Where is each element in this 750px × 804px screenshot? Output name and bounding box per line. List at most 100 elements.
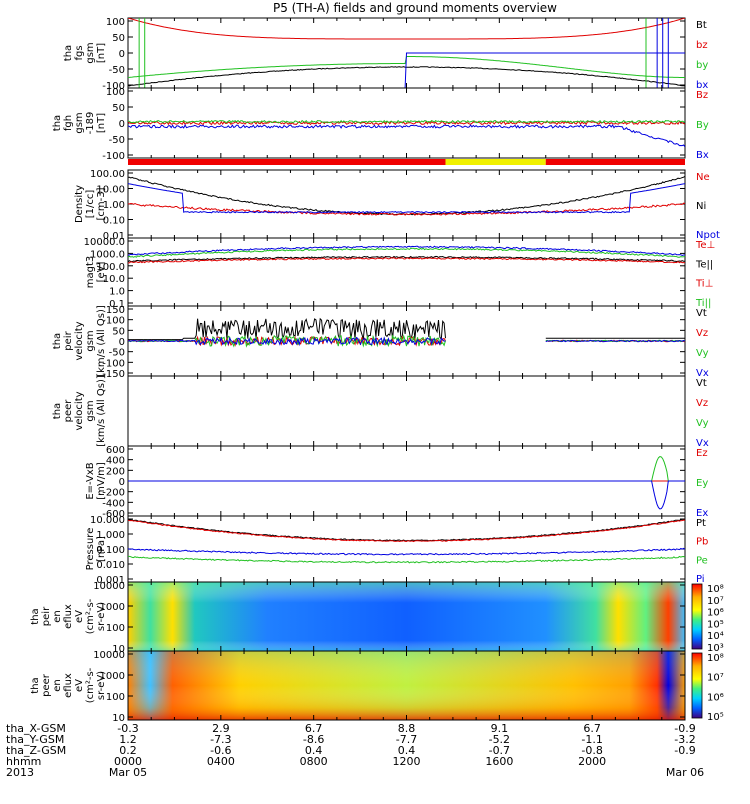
x-axis-value: 0400 bbox=[207, 755, 235, 768]
legend-entry: Pt bbox=[696, 518, 706, 529]
y-axis-label: Density bbox=[74, 185, 85, 223]
y-axis-label: [eV] bbox=[96, 262, 107, 283]
x-axis-value: -0.6 bbox=[210, 744, 231, 757]
series-Npot bbox=[128, 183, 685, 214]
x-axis-value: -0.9 bbox=[674, 722, 695, 735]
series-Pt bbox=[128, 518, 685, 542]
y-tick-label: 10 bbox=[112, 713, 125, 724]
y-tick-label: -100 bbox=[102, 81, 125, 92]
legend-entry: Bt bbox=[696, 20, 707, 31]
colorbar bbox=[691, 652, 703, 719]
y-axis-label: tha bbox=[30, 608, 41, 624]
series-Pb bbox=[128, 519, 685, 543]
y-tick-label: 10.0 bbox=[103, 274, 125, 285]
series-Te bbox=[128, 257, 685, 264]
y-axis-label: [nT] bbox=[96, 43, 107, 63]
plot-title: P5 (TH-A) fields and ground moments over… bbox=[273, 1, 557, 15]
legend-entry: Ex bbox=[696, 508, 708, 519]
series-bz bbox=[128, 18, 685, 40]
y-axis-label: -189 bbox=[85, 112, 96, 135]
x-axis-date: Mar 05 bbox=[109, 766, 147, 779]
panel-frame bbox=[127, 237, 686, 307]
y-tick-label: -100 bbox=[102, 358, 125, 369]
colorbar-tick-label: 10³ bbox=[707, 643, 724, 654]
y-tick-label: 1.00 bbox=[103, 200, 125, 211]
x-axis-row-label: tha_Z-GSM bbox=[6, 744, 66, 757]
y-axis-label: fgs bbox=[74, 45, 85, 60]
y-axis-label: [nPa] bbox=[96, 536, 107, 562]
legend-entry: Te|| bbox=[695, 259, 713, 270]
y-tick-label: 50 bbox=[112, 326, 125, 337]
y-tick-label: 10.00 bbox=[96, 185, 125, 196]
y-axis-label: peir bbox=[41, 606, 52, 626]
y-axis-label: eflux bbox=[63, 673, 74, 698]
y-tick-label: 1.0 bbox=[109, 287, 125, 298]
x-axis-value: -5.2 bbox=[489, 733, 510, 746]
legend-entry: Vx bbox=[696, 368, 709, 379]
y-tick-label: 1000 bbox=[100, 602, 125, 613]
y-tick-label: 0.001 bbox=[96, 575, 125, 586]
y-axis-label: tha bbox=[52, 333, 63, 349]
colorbar-tick-label: 10⁷ bbox=[707, 673, 724, 684]
y-axis-label: tha bbox=[52, 115, 63, 131]
y-axis-label: gsm bbox=[85, 400, 96, 421]
y-tick-label: 0.01 bbox=[103, 231, 125, 242]
y-axis-label: en bbox=[52, 679, 63, 692]
colorbar-tick-label: 10⁴ bbox=[707, 631, 724, 642]
x-axis-value: -8.6 bbox=[303, 733, 324, 746]
y-tick-label: 1.000 bbox=[96, 530, 125, 541]
legend-entry: Ey bbox=[696, 478, 708, 489]
legend-entry: Bz bbox=[696, 90, 708, 101]
panel-frame bbox=[127, 515, 686, 583]
x-axis-value: -7.7 bbox=[396, 733, 417, 746]
x-axis-row-label: 2013 bbox=[6, 766, 34, 779]
y-axis-label: (cm²-s- bbox=[85, 598, 96, 634]
y-tick-label: -50 bbox=[109, 135, 125, 146]
y-axis-label: tha bbox=[52, 403, 63, 419]
y-tick-label: 100 bbox=[106, 692, 125, 703]
y-axis-label: velocity bbox=[74, 391, 85, 430]
y-tick-label: 10000 bbox=[93, 650, 125, 661]
legend-entry: Ti⊥ bbox=[695, 279, 713, 290]
y-tick-label: 0 bbox=[119, 119, 125, 130]
y-axis-label: sr-eV) bbox=[96, 671, 107, 700]
y-tick-label: 600 bbox=[106, 445, 125, 456]
y-tick-label: -150 bbox=[102, 369, 125, 380]
legend-entry: Vy bbox=[696, 418, 709, 429]
x-axis-value: 8.8 bbox=[398, 722, 416, 735]
series-Ne bbox=[128, 202, 685, 216]
legend-entry: By bbox=[696, 120, 709, 131]
series-Pe bbox=[128, 555, 685, 564]
series-By bbox=[128, 119, 685, 124]
y-tick-label: 10000.0 bbox=[84, 237, 125, 248]
legend-entry: Pb bbox=[696, 537, 708, 548]
series-Bz bbox=[128, 120, 685, 126]
x-axis-value: -0.3 bbox=[117, 722, 138, 735]
panel-frame bbox=[127, 375, 686, 447]
x-axis-row-label: tha_X-GSM bbox=[6, 722, 66, 735]
y-axis-label: magt3 bbox=[85, 256, 96, 289]
x-axis-value: -3.2 bbox=[674, 733, 695, 746]
series-Bx bbox=[128, 124, 685, 148]
y-axis-label: eV bbox=[74, 610, 85, 623]
orbit-bar-segment bbox=[445, 159, 546, 165]
x-axis-value: -0.7 bbox=[489, 744, 510, 757]
y-tick-label: 100 bbox=[106, 623, 125, 634]
series-Vy bbox=[128, 334, 446, 348]
panel-fgh: 100 50 0 -50 -100 tha fgh gsm -189 [nT] Bz By Bx bbox=[52, 87, 709, 162]
y-axis-label: peer bbox=[41, 673, 52, 697]
legend-entry: Vy bbox=[696, 348, 709, 359]
y-tick-label: 100.0 bbox=[96, 262, 125, 273]
x-axis-value: -7.3 bbox=[210, 733, 231, 746]
legend-entry: bx bbox=[696, 80, 708, 91]
legend-entry: Ni bbox=[696, 201, 706, 212]
y-tick-label: -50 bbox=[109, 348, 125, 359]
y-tick-label: 100.00 bbox=[90, 169, 125, 180]
series-Till bbox=[128, 247, 685, 258]
y-tick-label: -50 bbox=[109, 65, 125, 76]
y-tick-label: 100 bbox=[106, 17, 125, 28]
legend-entry: Ne bbox=[696, 172, 710, 183]
y-tick-label: 200 bbox=[106, 466, 125, 477]
